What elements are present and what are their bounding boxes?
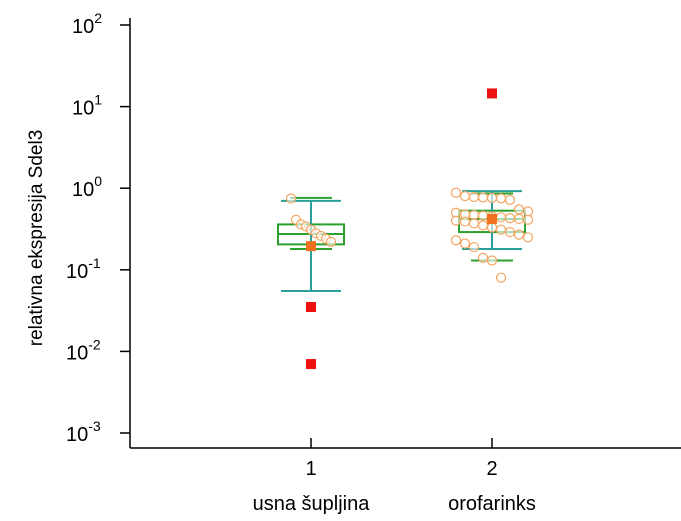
data-point (486, 192, 498, 204)
y-tick-label: 102 (72, 10, 102, 38)
data-point (522, 214, 534, 225)
y-tick-base: 10 (72, 98, 94, 120)
y-tick-exponent: -1 (88, 255, 101, 271)
y-tick-label: 100 (72, 173, 102, 201)
data-point (513, 204, 525, 215)
y-tick-base: 10 (66, 424, 88, 446)
outlier-point (306, 302, 316, 313)
outlier-point (306, 359, 316, 370)
data-point (459, 216, 471, 227)
category-label: usna šupljina (253, 493, 371, 515)
box-group-1 (277, 193, 345, 370)
x-tick-label: 2 (486, 458, 497, 480)
data-point (495, 193, 507, 204)
data-point (459, 191, 471, 202)
y-tick-exponent: -3 (88, 418, 101, 434)
data-point (285, 193, 297, 204)
data-point (477, 192, 489, 203)
data-point (486, 222, 498, 233)
data-point (450, 187, 462, 198)
data-point (513, 213, 525, 225)
data-point (450, 215, 462, 226)
data-point (504, 226, 516, 238)
y-tick-exponent: -2 (88, 336, 101, 352)
mean-marker (306, 241, 316, 252)
y-tick-exponent: 0 (94, 173, 102, 189)
x-ticks: 1 usna šupljina 2 orofarinks (253, 438, 536, 515)
y-axis-label: relativna ekspresija Sdel3 (26, 130, 47, 347)
data-point (522, 206, 534, 217)
data-point (468, 191, 480, 203)
mean-marker (487, 213, 497, 224)
data-point (504, 194, 516, 205)
data-point (495, 212, 507, 223)
box-groups (277, 88, 534, 370)
data-point (486, 255, 498, 266)
data-point (477, 220, 489, 231)
data-point (477, 252, 489, 263)
data-point (468, 241, 480, 253)
data-point (495, 224, 507, 235)
y-tick-base: 10 (66, 261, 88, 283)
y-tick-exponent: 2 (94, 10, 102, 26)
data-point (468, 218, 480, 229)
data-point (504, 213, 516, 224)
data-point (522, 232, 534, 243)
data-point (513, 229, 525, 240)
data-point (459, 238, 471, 249)
data-point (468, 209, 480, 221)
y-tick-label: 10-1 (66, 255, 101, 283)
y-tick-base: 10 (72, 179, 94, 201)
data-point (477, 210, 489, 221)
x-tick-label: 1 (305, 458, 316, 480)
outlier-point (487, 88, 497, 99)
data-point (495, 272, 507, 283)
category-label: orofarinks (448, 493, 536, 515)
box-group-2 (450, 88, 534, 283)
y-tick-label: 10-2 (66, 336, 101, 364)
data-point (325, 236, 337, 247)
y-tick-base: 10 (66, 342, 88, 364)
y-tick-base: 10 (72, 16, 94, 38)
axes (129, 18, 681, 449)
y-tick-label: 10-3 (66, 418, 101, 446)
data-point (450, 235, 462, 246)
y-tick-label: 101 (72, 92, 102, 120)
y-tick-exponent: 1 (94, 92, 102, 108)
